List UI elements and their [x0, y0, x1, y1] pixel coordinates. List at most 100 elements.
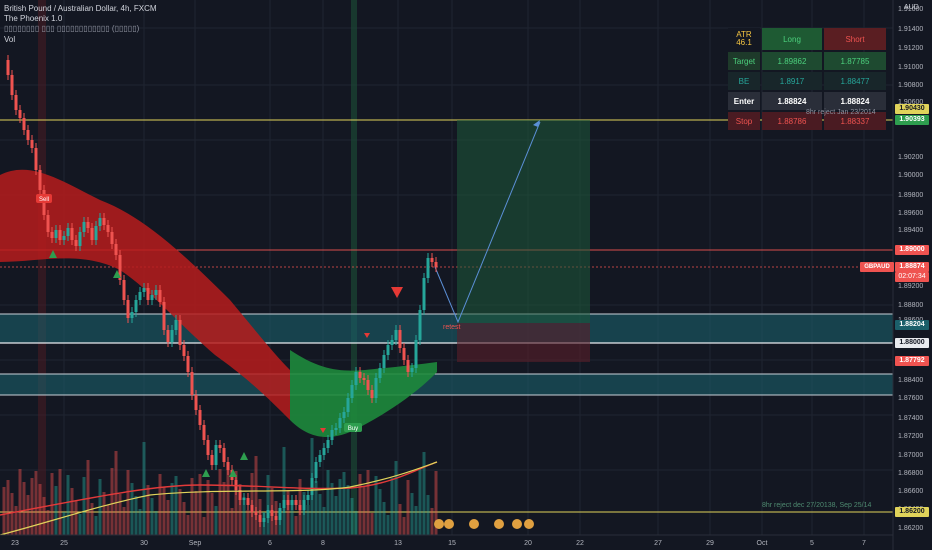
volume-bar: [110, 468, 114, 535]
volume-bar: [266, 475, 270, 535]
sell-triangle-small: [320, 428, 326, 433]
candle-body: [330, 430, 334, 440]
candle-body: [250, 505, 254, 512]
candle-body: [226, 462, 230, 470]
candle-body: [162, 302, 166, 330]
volume-bar: [414, 506, 418, 535]
projection-path: [434, 121, 541, 324]
candle-body: [210, 455, 214, 465]
volume-bar: [242, 497, 246, 535]
candle-body: [314, 462, 318, 478]
candle-body: [158, 290, 162, 302]
volume-bar: [66, 475, 70, 535]
volume-bar: [70, 488, 74, 535]
price-tick-label: 1.89800: [898, 192, 923, 199]
indicator-subtitle: ▯▯▯▯▯▯▯▯ ▯▯▯ ▯▯▯▯▯▯▯▯▯▯▯▯ (▯▯▯▯▯): [4, 24, 140, 33]
candle-body: [134, 300, 138, 312]
candle-body: [390, 340, 394, 345]
ma-line-red: [0, 461, 438, 516]
sell-label: Sell: [39, 197, 49, 203]
candle-body: [290, 500, 294, 505]
time-tick-label: 6: [268, 540, 272, 547]
indicator-title[interactable]: The Phoenix 1.0: [4, 14, 63, 23]
volume-bar: [74, 501, 78, 535]
candle-body: [138, 292, 142, 300]
target-short: 1.87785: [824, 52, 886, 70]
candle-body: [262, 518, 266, 522]
candle-body: [170, 330, 174, 342]
candle-body: [46, 215, 50, 232]
candle-body: [362, 378, 366, 380]
candle-body: [378, 368, 382, 378]
volume-bar: [22, 482, 26, 535]
volume-bar: [230, 508, 234, 535]
candle-body: [78, 232, 82, 246]
volume-label[interactable]: Vol: [4, 35, 16, 44]
price-tick-label: 1.87400: [898, 415, 923, 422]
price-tick-label: 1.88400: [898, 377, 923, 384]
volume-bar: [318, 494, 322, 535]
currency-label[interactable]: AUD: [904, 4, 919, 11]
candle-body: [302, 500, 306, 510]
candle-body: [146, 288, 150, 300]
candle-body: [26, 130, 30, 140]
support-zone-upper: [0, 314, 893, 343]
candle-body: [254, 512, 258, 515]
volume-bar: [6, 480, 10, 535]
be-label: BE: [728, 72, 760, 90]
candle-body: [410, 368, 414, 372]
green-band: [351, 0, 357, 535]
volume-bar: [430, 508, 434, 535]
candle-body: [90, 228, 94, 240]
candle-body: [110, 232, 114, 244]
volume-bar: [146, 485, 150, 535]
candle-body: [182, 345, 186, 356]
volume-bar: [370, 513, 374, 535]
volume-bar: [198, 474, 202, 535]
candle-body: [30, 140, 34, 148]
volume-bar: [290, 503, 294, 535]
candle-body: [342, 412, 346, 418]
candle-body: [22, 118, 26, 130]
candle-body: [426, 258, 430, 278]
price-tick-label: 1.91400: [898, 26, 923, 33]
candle-body: [62, 236, 66, 240]
volume-bar: [54, 486, 58, 535]
volume-bar: [82, 477, 86, 535]
candle-body: [54, 230, 58, 238]
volume-bar: [238, 484, 242, 535]
volume-bar: [346, 485, 350, 535]
price-tick-label: 1.89600: [898, 210, 923, 217]
volume-bar: [398, 504, 402, 535]
volume-bar: [278, 514, 282, 535]
candle-body: [318, 455, 322, 462]
volume-bar: [50, 473, 54, 535]
candle-body: [142, 288, 146, 292]
stop-label: Stop: [728, 112, 760, 130]
volume-bar: [46, 510, 50, 535]
volume-bar: [10, 493, 14, 535]
candle-body: [374, 378, 378, 398]
candle-body: [66, 228, 70, 236]
volume-bar: [326, 470, 330, 535]
long-header: Long: [762, 28, 822, 50]
target-long: 1.89862: [762, 52, 822, 70]
volume-bar: [106, 505, 110, 535]
buy-triangle: [229, 469, 237, 477]
sell-label-box: [36, 194, 52, 203]
atr-value: 46.1: [736, 38, 752, 47]
candle-body: [190, 372, 194, 395]
volume-bar: [274, 501, 278, 535]
time-tick-label: Sep: [189, 540, 202, 547]
candle-body: [126, 300, 130, 318]
candle-body: [174, 320, 178, 330]
price-tick-label: 1.87600: [898, 395, 923, 402]
volume-bar: [210, 493, 214, 535]
candle-body: [186, 356, 190, 372]
candle-body: [366, 380, 370, 390]
volume-bar: [362, 487, 366, 535]
candle-body: [350, 385, 354, 398]
volume-bar: [142, 442, 146, 535]
volume-bar: [246, 510, 250, 535]
